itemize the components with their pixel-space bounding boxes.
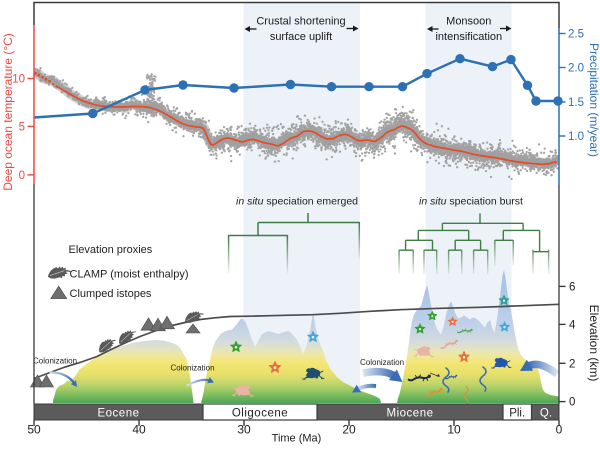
svg-text:Monsoon: Monsoon — [446, 16, 491, 28]
svg-text:intensification: intensification — [435, 31, 502, 43]
svg-text:Crustal shortening: Crustal shortening — [256, 16, 345, 28]
svg-text:surface uplift: surface uplift — [270, 31, 332, 43]
